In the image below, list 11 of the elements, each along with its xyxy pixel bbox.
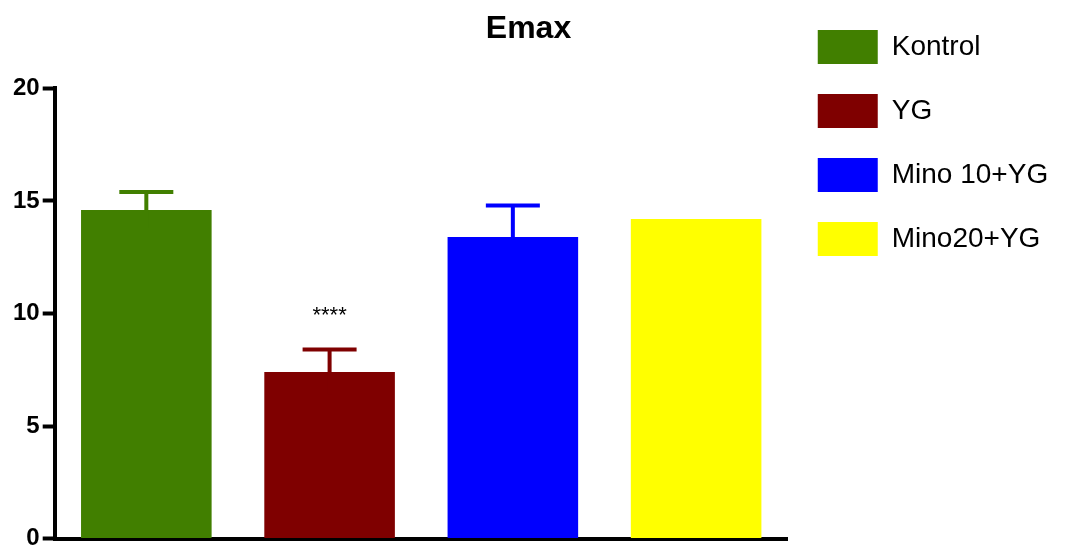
legend-label: Kontrol: [891, 29, 981, 61]
chart-title: Emax: [485, 9, 572, 46]
legend-label: YG: [891, 93, 933, 125]
legend-label: Mino 10+YG: [891, 157, 1049, 189]
y-tick-label: 20: [12, 73, 40, 101]
annotation: ****: [312, 301, 348, 327]
y-tick-label: 15: [12, 185, 40, 213]
y-tick-label: 5: [26, 410, 40, 438]
y-tick-label: 0: [26, 523, 40, 551]
legend-label: Mino20+YG: [891, 221, 1041, 253]
y-tick-label: 10: [12, 298, 40, 326]
